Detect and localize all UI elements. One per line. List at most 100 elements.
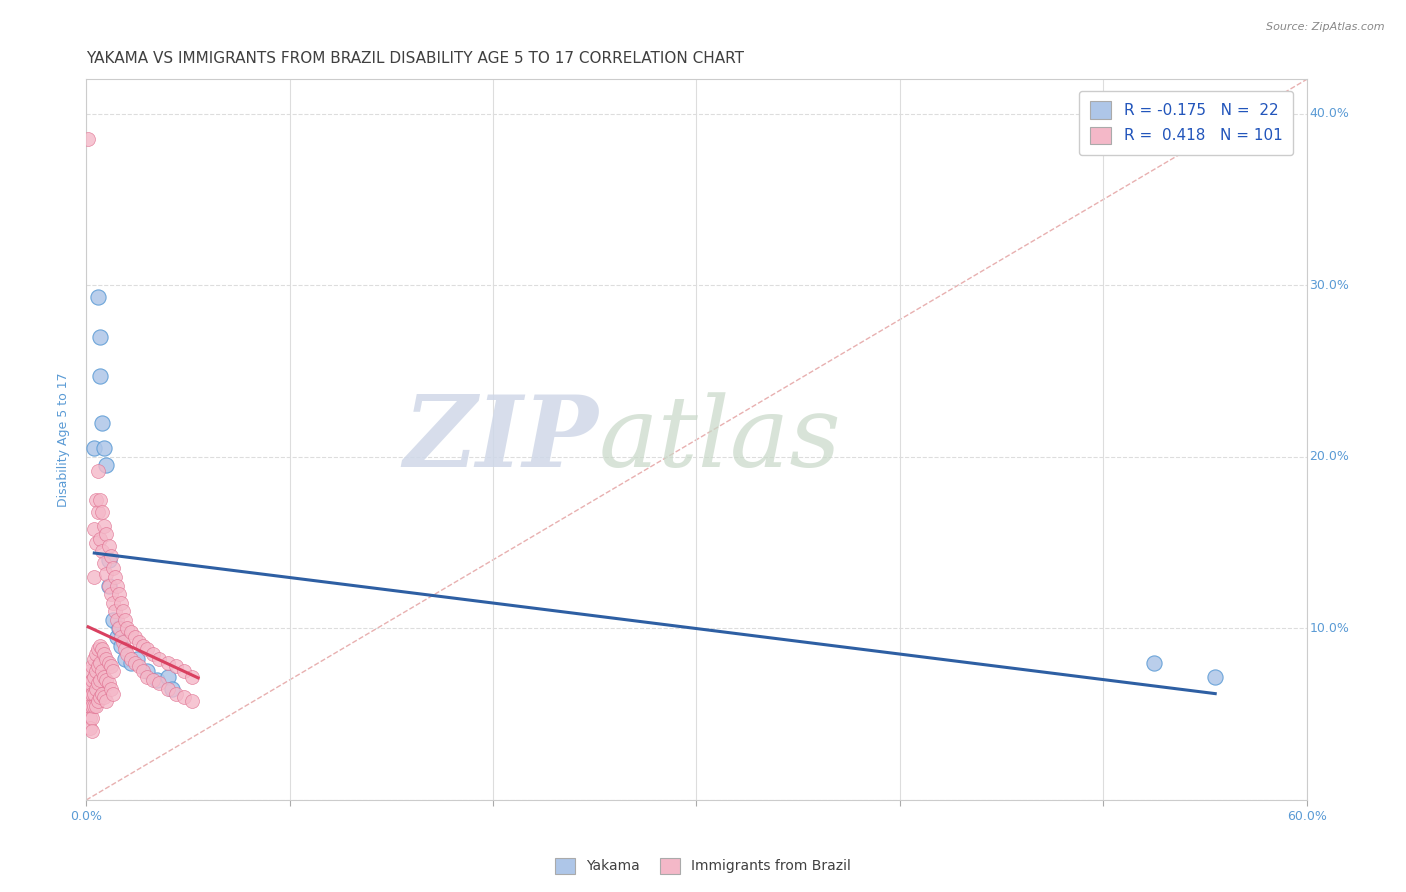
Point bbox=[77, 698, 100, 713]
Point bbox=[93, 556, 115, 570]
Text: Source: ZipAtlas.com: Source: ZipAtlas.com bbox=[1267, 22, 1385, 32]
Point bbox=[89, 492, 111, 507]
Point bbox=[114, 652, 136, 666]
Point bbox=[181, 693, 204, 707]
Point bbox=[79, 721, 101, 735]
Point bbox=[83, 669, 105, 683]
Point bbox=[132, 665, 155, 679]
Point bbox=[91, 505, 114, 519]
Point bbox=[82, 711, 104, 725]
Point bbox=[82, 698, 104, 713]
Point bbox=[110, 630, 132, 644]
Point bbox=[114, 613, 136, 627]
Point bbox=[77, 132, 100, 146]
Point bbox=[156, 681, 179, 696]
Point bbox=[83, 442, 105, 456]
Point bbox=[101, 665, 124, 679]
Point bbox=[89, 656, 111, 670]
Point bbox=[107, 622, 129, 636]
Point bbox=[87, 659, 110, 673]
Point bbox=[97, 578, 120, 592]
Point bbox=[173, 690, 195, 705]
Point bbox=[87, 290, 110, 304]
Text: 40.0%: 40.0% bbox=[1309, 107, 1350, 120]
Point bbox=[97, 676, 120, 690]
Point bbox=[83, 687, 105, 701]
Point bbox=[83, 698, 105, 713]
Point bbox=[107, 587, 129, 601]
Point bbox=[156, 656, 179, 670]
Point bbox=[173, 665, 195, 679]
Point bbox=[96, 527, 118, 541]
Point bbox=[1204, 669, 1226, 683]
Point bbox=[97, 553, 120, 567]
Point bbox=[105, 630, 128, 644]
Point bbox=[87, 642, 110, 657]
Point bbox=[146, 673, 169, 687]
Point bbox=[93, 518, 115, 533]
Point bbox=[104, 570, 127, 584]
Point bbox=[93, 442, 115, 456]
Point bbox=[96, 673, 118, 687]
Point bbox=[111, 604, 134, 618]
Point bbox=[87, 464, 110, 478]
Point bbox=[1143, 656, 1166, 670]
Point bbox=[83, 522, 105, 536]
Point bbox=[86, 665, 108, 679]
Point bbox=[110, 639, 132, 653]
Point bbox=[101, 613, 124, 627]
Text: YAKAMA VS IMMIGRANTS FROM BRAZIL DISABILITY AGE 5 TO 17 CORRELATION CHART: YAKAMA VS IMMIGRANTS FROM BRAZIL DISABIL… bbox=[86, 51, 744, 66]
Point bbox=[105, 578, 128, 592]
Point bbox=[100, 587, 122, 601]
Point bbox=[91, 687, 114, 701]
Point bbox=[165, 659, 187, 673]
Point bbox=[101, 687, 124, 701]
Point bbox=[96, 693, 118, 707]
Point bbox=[132, 639, 155, 653]
Point bbox=[114, 642, 136, 657]
Point bbox=[82, 673, 104, 687]
Point bbox=[79, 690, 101, 705]
Y-axis label: Disability Age 5 to 17: Disability Age 5 to 17 bbox=[58, 372, 70, 507]
Point bbox=[100, 549, 122, 564]
Point bbox=[136, 665, 159, 679]
Point bbox=[142, 647, 165, 661]
Text: 10.0%: 10.0% bbox=[1309, 622, 1350, 635]
Point bbox=[91, 416, 114, 430]
Point bbox=[91, 544, 114, 558]
Point bbox=[165, 687, 187, 701]
Point bbox=[124, 656, 146, 670]
Legend: Yakama, Immigrants from Brazil: Yakama, Immigrants from Brazil bbox=[548, 851, 858, 880]
Point bbox=[77, 681, 100, 696]
Point bbox=[86, 535, 108, 549]
Point bbox=[96, 566, 118, 581]
Point bbox=[100, 681, 122, 696]
Point bbox=[148, 652, 170, 666]
Point bbox=[91, 665, 114, 679]
Point bbox=[97, 578, 120, 592]
Legend: R = -0.175   N =  22, R =  0.418   N = 101: R = -0.175 N = 22, R = 0.418 N = 101 bbox=[1080, 91, 1294, 155]
Point bbox=[79, 665, 101, 679]
Text: ZIP: ZIP bbox=[404, 392, 599, 488]
Point bbox=[82, 659, 104, 673]
Point bbox=[104, 604, 127, 618]
Point bbox=[96, 458, 118, 473]
Point bbox=[107, 622, 129, 636]
Point bbox=[111, 635, 134, 649]
Point bbox=[148, 676, 170, 690]
Point bbox=[100, 659, 122, 673]
Point bbox=[156, 669, 179, 683]
Point bbox=[93, 647, 115, 661]
Point bbox=[142, 673, 165, 687]
Point bbox=[83, 570, 105, 584]
Point bbox=[89, 673, 111, 687]
Point bbox=[89, 533, 111, 547]
Point bbox=[181, 669, 204, 683]
Point bbox=[120, 624, 142, 639]
Point bbox=[79, 698, 101, 713]
Point bbox=[89, 369, 111, 384]
Point bbox=[115, 622, 138, 636]
Point bbox=[125, 652, 148, 666]
Point bbox=[89, 639, 111, 653]
Point bbox=[128, 659, 150, 673]
